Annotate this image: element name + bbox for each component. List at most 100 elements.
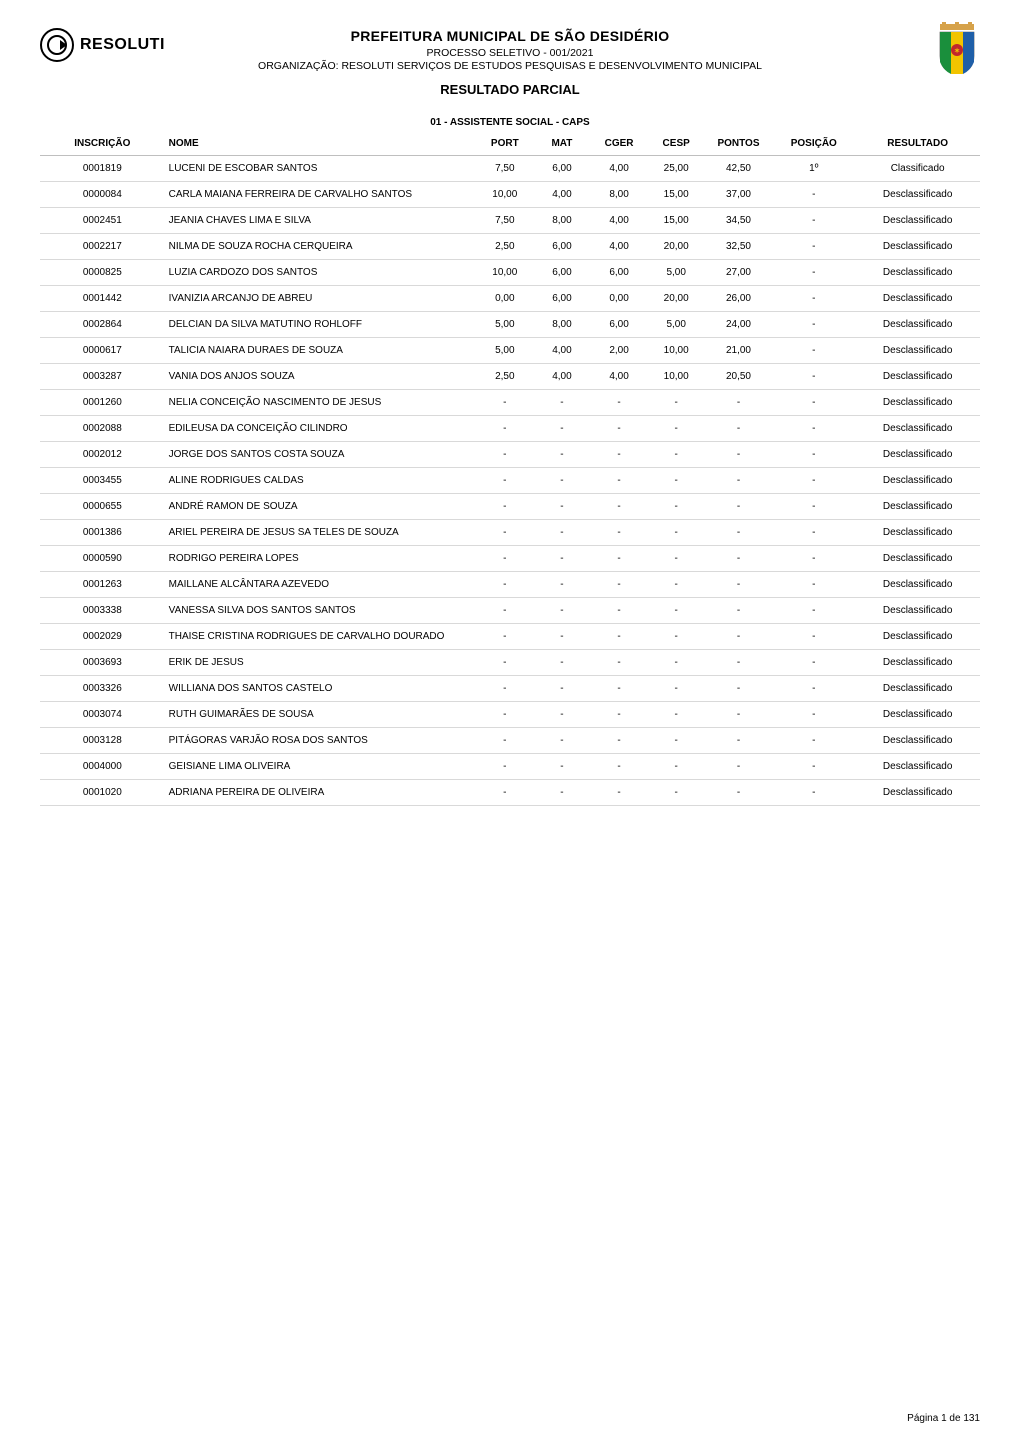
cell-posicao: 1º xyxy=(772,156,855,182)
cell-resultado: Desclassificado xyxy=(855,442,980,468)
cell-posicao: - xyxy=(772,572,855,598)
cell-resultado: Desclassificado xyxy=(855,312,980,338)
cell-cger: - xyxy=(590,494,647,520)
cell-resultado: Desclassificado xyxy=(855,546,980,572)
cell-resultado: Desclassificado xyxy=(855,416,980,442)
table-row: 0003455ALINE RODRIGUES CALDAS------Descl… xyxy=(40,468,980,494)
cell-pontos: 32,50 xyxy=(705,234,773,260)
cell-nome: DELCIAN DA SILVA MATUTINO ROHLOFF xyxy=(165,312,477,338)
cell-resultado: Desclassificado xyxy=(855,364,980,390)
cell-nome: VANIA DOS ANJOS SOUZA xyxy=(165,364,477,390)
cell-resultado: Desclassificado xyxy=(855,208,980,234)
cell-posicao: - xyxy=(772,676,855,702)
cell-inscricao: 0000825 xyxy=(40,260,165,286)
cell-mat: 4,00 xyxy=(533,182,590,208)
cell-cger: - xyxy=(590,676,647,702)
cell-inscricao: 0000655 xyxy=(40,494,165,520)
cell-port: 0,00 xyxy=(476,286,533,312)
cell-posicao: - xyxy=(772,390,855,416)
cell-posicao: - xyxy=(772,260,855,286)
table-head: INSCRIÇÃO NOME PORT MAT CGER CESP PONTOS… xyxy=(40,132,980,156)
cell-cesp: - xyxy=(648,780,705,806)
cell-cesp: - xyxy=(648,546,705,572)
cell-cesp: - xyxy=(648,754,705,780)
table-row: 0001020ADRIANA PEREIRA DE OLIVEIRA------… xyxy=(40,780,980,806)
cell-cger: 4,00 xyxy=(590,364,647,390)
table-row: 0003128PITÁGORAS VARJÃO ROSA DOS SANTOS-… xyxy=(40,728,980,754)
cell-inscricao: 0002088 xyxy=(40,416,165,442)
cell-nome: RODRIGO PEREIRA LOPES xyxy=(165,546,477,572)
cell-pontos: - xyxy=(705,572,773,598)
cell-port: - xyxy=(476,728,533,754)
doc-organizacao: ORGANIZAÇÃO: RESOLUTI SERVIÇOS DE ESTUDO… xyxy=(40,60,980,72)
cell-nome: MAILLANE ALCÂNTARA AZEVEDO xyxy=(165,572,477,598)
cell-pontos: - xyxy=(705,442,773,468)
cell-mat: 4,00 xyxy=(533,364,590,390)
cell-mat: 8,00 xyxy=(533,208,590,234)
cell-cger: - xyxy=(590,624,647,650)
cell-cger: 2,00 xyxy=(590,338,647,364)
cell-posicao: - xyxy=(772,468,855,494)
cell-posicao: - xyxy=(772,416,855,442)
cell-port: - xyxy=(476,754,533,780)
cell-mat: - xyxy=(533,702,590,728)
cell-nome: LUZIA CARDOZO DOS SANTOS xyxy=(165,260,477,286)
cell-posicao: - xyxy=(772,780,855,806)
page: RESOLUTI ✶ PREFEITURA MUNICIPAL DE SÃO D… xyxy=(0,0,1020,1442)
cell-pontos: - xyxy=(705,728,773,754)
section-title: 01 - ASSISTENTE SOCIAL - CAPS xyxy=(40,111,980,132)
cell-nome: ERIK DE JESUS xyxy=(165,650,477,676)
cell-posicao: - xyxy=(772,546,855,572)
cell-pontos: - xyxy=(705,546,773,572)
cell-inscricao: 0001819 xyxy=(40,156,165,182)
cell-cesp: - xyxy=(648,702,705,728)
cell-port: 7,50 xyxy=(476,208,533,234)
cell-inscricao: 0002864 xyxy=(40,312,165,338)
table-row: 0002088EDILEUSA DA CONCEIÇÃO CILINDRO---… xyxy=(40,416,980,442)
cell-mat: 8,00 xyxy=(533,312,590,338)
cell-inscricao: 0002451 xyxy=(40,208,165,234)
cell-pontos: - xyxy=(705,676,773,702)
cell-cesp: 15,00 xyxy=(648,208,705,234)
cell-cger: - xyxy=(590,572,647,598)
cell-pontos: - xyxy=(705,624,773,650)
cell-inscricao: 0003455 xyxy=(40,468,165,494)
cell-resultado: Desclassificado xyxy=(855,468,980,494)
cell-posicao: - xyxy=(772,338,855,364)
cell-inscricao: 0003287 xyxy=(40,364,165,390)
table-head-row: INSCRIÇÃO NOME PORT MAT CGER CESP PONTOS… xyxy=(40,132,980,156)
cell-pontos: - xyxy=(705,650,773,676)
table-row: 0001263MAILLANE ALCÂNTARA AZEVEDO------D… xyxy=(40,572,980,598)
doc-processo: PROCESSO SELETIVO - 001/2021 xyxy=(40,47,980,59)
cell-posicao: - xyxy=(772,702,855,728)
resoluti-arrow-icon xyxy=(47,35,67,55)
cell-port: 2,50 xyxy=(476,234,533,260)
cell-port: - xyxy=(476,390,533,416)
cell-inscricao: 0003326 xyxy=(40,676,165,702)
cell-posicao: - xyxy=(772,494,855,520)
cell-pontos: 37,00 xyxy=(705,182,773,208)
cell-nome: IVANIZIA ARCANJO DE ABREU xyxy=(165,286,477,312)
cell-mat: 6,00 xyxy=(533,234,590,260)
th-cger: CGER xyxy=(590,132,647,156)
cell-cesp: 15,00 xyxy=(648,182,705,208)
cell-cger: - xyxy=(590,546,647,572)
table-row: 0001442IVANIZIA ARCANJO DE ABREU0,006,00… xyxy=(40,286,980,312)
cell-inscricao: 0002217 xyxy=(40,234,165,260)
table-row: 0002864DELCIAN DA SILVA MATUTINO ROHLOFF… xyxy=(40,312,980,338)
table-row: 0002451JEANIA CHAVES LIMA E SILVA7,508,0… xyxy=(40,208,980,234)
table-row: 0003693ERIK DE JESUS------Desclassificad… xyxy=(40,650,980,676)
cell-inscricao: 0003074 xyxy=(40,702,165,728)
table-row: 0000084CARLA MAIANA FERREIRA DE CARVALHO… xyxy=(40,182,980,208)
th-mat: MAT xyxy=(533,132,590,156)
cell-mat: 6,00 xyxy=(533,286,590,312)
results-table: INSCRIÇÃO NOME PORT MAT CGER CESP PONTOS… xyxy=(40,132,980,806)
cell-nome: ADRIANA PEREIRA DE OLIVEIRA xyxy=(165,780,477,806)
cell-cger: - xyxy=(590,754,647,780)
cell-mat: - xyxy=(533,572,590,598)
cell-posicao: - xyxy=(772,598,855,624)
cell-resultado: Desclassificado xyxy=(855,234,980,260)
cell-nome: WILLIANA DOS SANTOS CASTELO xyxy=(165,676,477,702)
page-header: RESOLUTI ✶ PREFEITURA MUNICIPAL DE SÃO D… xyxy=(40,28,980,97)
cell-posicao: - xyxy=(772,234,855,260)
